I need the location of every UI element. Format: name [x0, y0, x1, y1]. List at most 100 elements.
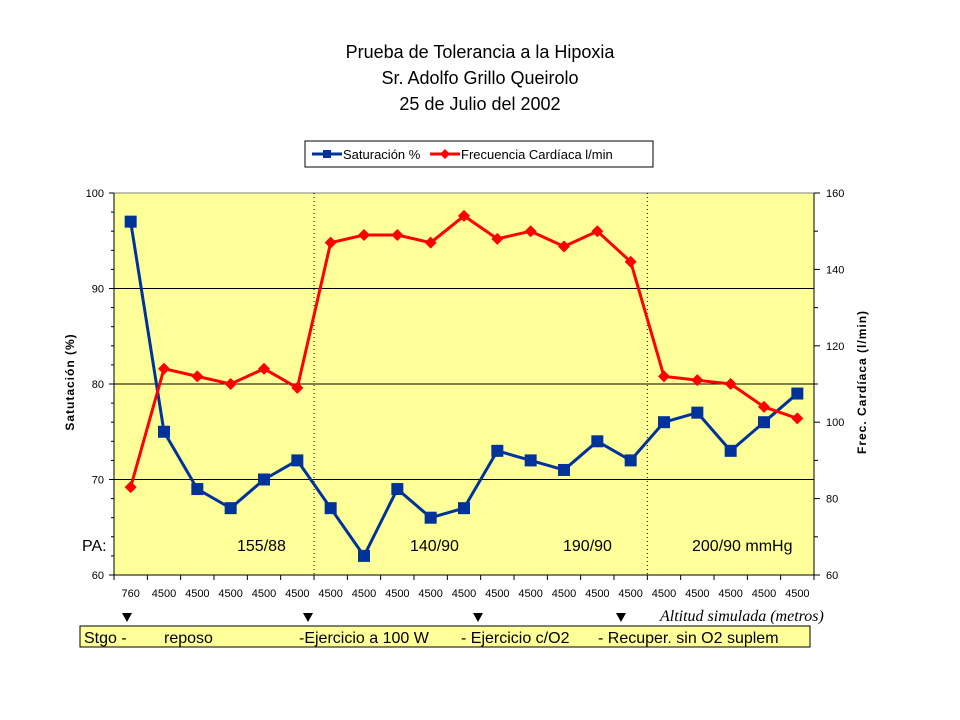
saturation-point [358, 549, 370, 562]
pa-value-1: 155/88 [237, 538, 286, 555]
saturation-point [124, 215, 137, 228]
phase-markers [122, 613, 626, 622]
phase-marker-4 [616, 613, 626, 622]
x-tick-label: 4500 [718, 588, 742, 600]
saturation-point [324, 502, 337, 515]
chart-title-line-1: Prueba de Tolerancia a la Hipoxia [345, 42, 615, 62]
x-tick-label: 4500 [618, 588, 642, 600]
pa-value-4: 200/90 mmHg [692, 538, 793, 555]
y2-tick-label: 160 [826, 188, 844, 200]
x-tick-label: 4500 [218, 588, 242, 600]
phase-label-stgo: Stgo - [84, 630, 127, 647]
x-tick-label: 4500 [385, 588, 409, 600]
legend-heart-rate-label: Frecuencia Cardíaca l/min [461, 147, 613, 162]
heart-rate-point [324, 236, 337, 249]
saturation-point [691, 406, 704, 419]
heart-rate-point [358, 229, 370, 242]
y-axis-title: Satutación (%) [63, 333, 77, 430]
phase-label-recuperacion: - Recuper. sin O2 suplem [598, 630, 779, 647]
y-tick-label: 60 [92, 570, 104, 582]
heart-rate-point [258, 362, 270, 375]
phase-marker-1 [122, 613, 132, 622]
saturation-point [491, 444, 504, 457]
saturation-point [458, 502, 470, 515]
x-tick-label: 4500 [185, 588, 209, 600]
x-tick-label: 4500 [685, 588, 709, 600]
chart-title-line-3: 25 de Julio del 2002 [399, 94, 561, 114]
phase-marker-3 [473, 613, 483, 622]
pa-label: PA: [82, 538, 107, 555]
x-tick-label: 760 [121, 588, 139, 600]
heart-rate-point [391, 229, 404, 242]
legend-saturation-marker [323, 150, 331, 158]
x-tick-label: 4500 [785, 588, 809, 600]
saturation-point [591, 435, 604, 448]
heart-rate-point [124, 481, 137, 494]
phase-label-ejercicio: -Ejercicio a 100 W [299, 630, 430, 647]
heart-rate-point [291, 381, 304, 394]
saturation-point [158, 425, 170, 438]
heart-rate-point [191, 370, 204, 383]
heart-rate-point [758, 400, 770, 413]
x-tick-label: 4500 [485, 588, 509, 600]
phase-label-reposo: reposo [164, 630, 213, 647]
phase-box [79, 625, 811, 648]
x-tick-label: 4500 [452, 588, 476, 600]
y-tick-label: 100 [86, 188, 104, 200]
heart-rate-point [558, 240, 570, 253]
x-tick-label: 4500 [252, 588, 276, 600]
saturation-point [624, 454, 637, 467]
x-axis-caption: Altitud simulada (metros) [659, 608, 824, 625]
saturation-point [191, 483, 204, 496]
saturation-point [258, 473, 270, 486]
heart-rate-point [724, 378, 737, 390]
heart-rate-point [691, 374, 704, 387]
heart-rate-point [624, 255, 637, 268]
legend-saturation-label: Saturación % [343, 147, 421, 162]
y2-axis-title: Frec. Cardíaca (l/min) [855, 310, 869, 454]
x-tick-label: 4500 [152, 588, 176, 600]
phase-label-ejercicio-o2: - Ejercicio c/O2 [461, 630, 570, 647]
x-tick-label: 4500 [552, 588, 576, 600]
heart-rate-point [491, 232, 504, 245]
saturation-point [391, 483, 404, 496]
legend-heart-rate-marker [440, 149, 450, 159]
heart-rate-point [424, 236, 437, 249]
x-tick-label: 4500 [585, 588, 609, 600]
heart-rate-point [224, 378, 237, 390]
heart-rate-point [591, 225, 604, 238]
y2-tick-label: 80 [826, 494, 838, 506]
y-tick-label: 80 [92, 379, 104, 391]
saturation-point [424, 511, 437, 524]
heart-rate-point [791, 412, 804, 425]
pa-value-2: 140/90 [410, 538, 459, 555]
heart-rate-point [658, 370, 670, 383]
x-tick-label: 4500 [752, 588, 776, 600]
saturation-point [291, 454, 304, 467]
x-tick-label: 4500 [652, 588, 676, 600]
saturation-point [224, 502, 237, 515]
phase-marker-2 [303, 613, 313, 622]
x-tick-label: 4500 [352, 588, 376, 600]
x-tick-label: 4500 [318, 588, 342, 600]
y2-tick-label: 140 [826, 264, 844, 276]
pa-value-3: 190/90 [563, 538, 612, 555]
y-tick-label: 90 [92, 284, 104, 296]
saturation-point [558, 463, 570, 476]
y2-tick-label: 60 [826, 570, 838, 582]
heart-rate-point [458, 209, 470, 222]
x-tick-label: 4500 [518, 588, 542, 600]
saturation-point [724, 444, 737, 457]
saturation-point [758, 416, 770, 429]
y2-tick-label: 100 [826, 417, 844, 429]
saturation-point [791, 387, 804, 400]
heart-rate-point [158, 362, 170, 375]
legend: Saturación % Frecuencia Cardíaca l/min [304, 140, 654, 168]
saturation-point [658, 416, 670, 429]
heart-rate-point [524, 225, 537, 238]
x-tick-label: 4500 [285, 588, 309, 600]
chart-title-line-2: Sr. Adolfo Grillo Queirolo [381, 68, 579, 88]
x-tick-label: 4500 [418, 588, 442, 600]
y2-tick-label: 120 [826, 341, 844, 353]
